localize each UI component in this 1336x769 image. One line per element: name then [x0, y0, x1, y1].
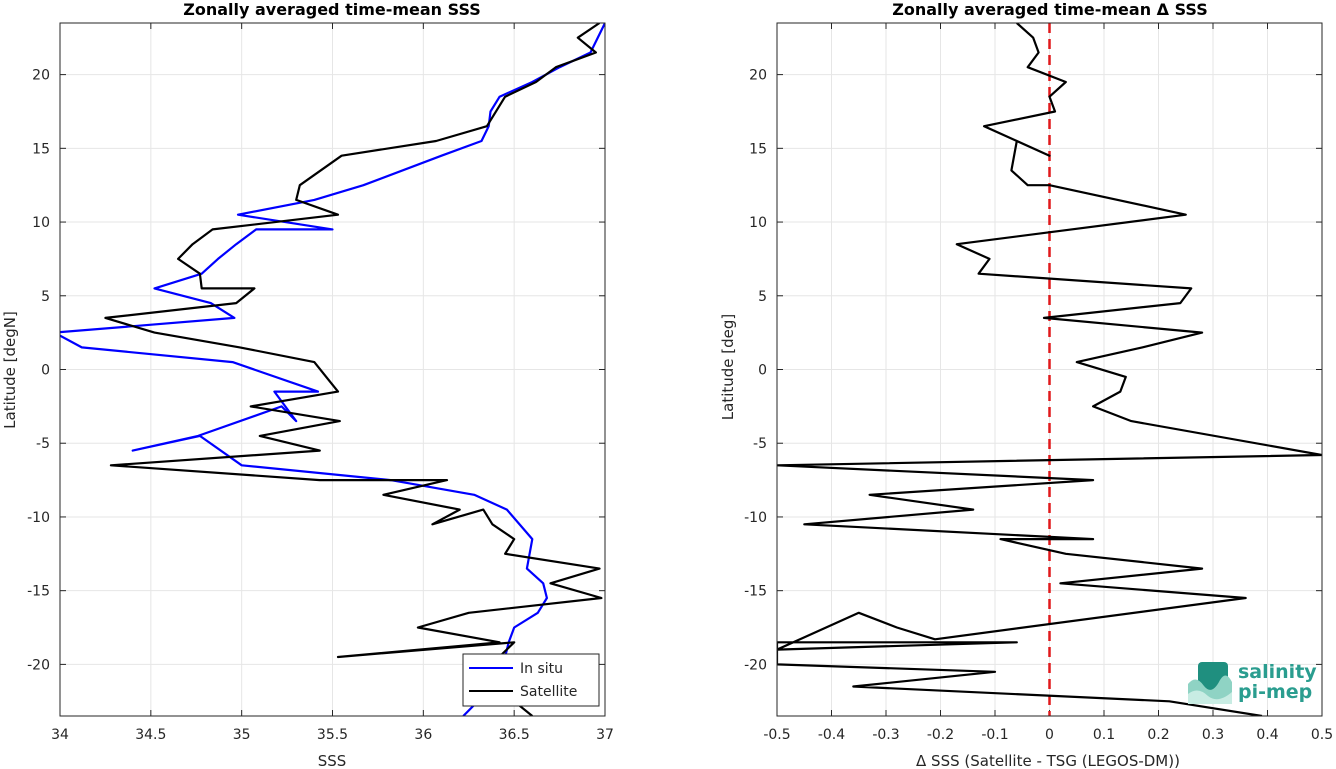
x-tick-label: 36.5	[499, 727, 530, 743]
x-tick-label: 0	[1045, 727, 1054, 743]
x-axis-label: Δ SSS (Satellite - TSG (LEGOS-DM))	[916, 752, 1180, 769]
y-tick-label: -10	[27, 510, 50, 526]
legend-box	[462, 653, 600, 707]
x-tick-labels: 34 34.5 35 35.5 36 36.5 37	[51, 727, 614, 743]
x-tick-label: 37	[596, 727, 614, 743]
sss-panel: 34 34.5 35 35.5 36 36.5 37 20 15 10 5 0 -5 -10 -15 -20…	[1, 0, 614, 769]
x-tick-label: -0.5	[763, 727, 790, 743]
y-tick-label: -5	[753, 436, 767, 452]
salinity-pi-mep-logo: salinity pi-mep	[1188, 661, 1317, 704]
chart-title: Zonally averaged time-mean SSS	[183, 0, 481, 19]
y-tick-labels: 20 15 10 5 0 -5 -10 -15 -20	[27, 68, 50, 674]
x-tick-label: 36	[414, 727, 432, 743]
x-tick-label: -0.4	[818, 727, 845, 743]
x-tick-label: 0.2	[1147, 727, 1169, 743]
y-tick-label: 5	[758, 289, 767, 305]
y-tick-labels: 20 15 10 5 0 -5 -10 -15 -20	[744, 68, 767, 674]
x-tick-label: -0.3	[872, 727, 899, 743]
y-tick-label: 0	[41, 363, 50, 379]
y-tick-label: 10	[749, 215, 767, 231]
x-tick-label: 0.3	[1202, 727, 1224, 743]
series-line-delta-sss	[777, 23, 1322, 716]
x-axis-label: SSS	[318, 752, 347, 769]
y-tick-label: 15	[32, 141, 50, 157]
x-tick-label: 35.5	[317, 727, 348, 743]
series-line-satellite	[104, 23, 603, 716]
y-tick-label: -15	[744, 584, 767, 600]
y-tick-label: -20	[27, 657, 50, 673]
series-lines	[777, 23, 1322, 716]
axes-box	[776, 22, 1323, 717]
x-tick-label: 35	[233, 727, 251, 743]
x-tick-label: 0.1	[1093, 727, 1115, 743]
y-tick-label: -15	[27, 584, 50, 600]
y-axis-label: Latitude [degN]	[1, 311, 19, 429]
y-tick-label: -10	[744, 510, 767, 526]
y-tick-label: 5	[41, 289, 50, 305]
legend-label-satellite: Satellite	[520, 684, 577, 700]
x-tick-label: -0.2	[927, 727, 954, 743]
y-tick-label: 10	[32, 215, 50, 231]
chart-title: Zonally averaged time-mean Δ SSS	[892, 0, 1208, 19]
y-axis-label: Latitude [deg]	[719, 314, 737, 420]
y-tick-label: -20	[744, 657, 767, 673]
logo-line-2: pi-mep	[1238, 681, 1312, 703]
x-tick-labels: -0.5 -0.4 -0.3 -0.2 -0.1 0 0.1 0.2 0.3 0.4 0.5	[763, 727, 1333, 743]
y-tick-label: 20	[32, 68, 50, 84]
y-tick-label: 20	[749, 68, 767, 84]
legend-label-in-situ: In situ	[520, 661, 563, 677]
x-tick-label: 34.5	[135, 727, 166, 743]
series-lines	[60, 23, 605, 716]
x-tick-label: 0.4	[1256, 727, 1278, 743]
x-tick-label: -0.1	[981, 727, 1008, 743]
delta-sss-panel: -0.5 -0.4 -0.3 -0.2 -0.1 0 0.1 0.2 0.3 0.4 0.5 20 1…	[719, 0, 1333, 769]
logo-line-1: salinity	[1238, 661, 1317, 683]
y-tick-label: 15	[749, 141, 767, 157]
y-tick-label: -5	[36, 436, 50, 452]
x-tick-label: 0.5	[1311, 727, 1333, 743]
axes-box	[59, 22, 606, 717]
series-line-in-situ	[60, 23, 605, 716]
wave-logo-icon	[1188, 662, 1232, 704]
y-tick-label: 0	[758, 363, 767, 379]
legend: In situ Satellite	[462, 653, 600, 707]
x-tick-label: 34	[51, 727, 69, 743]
